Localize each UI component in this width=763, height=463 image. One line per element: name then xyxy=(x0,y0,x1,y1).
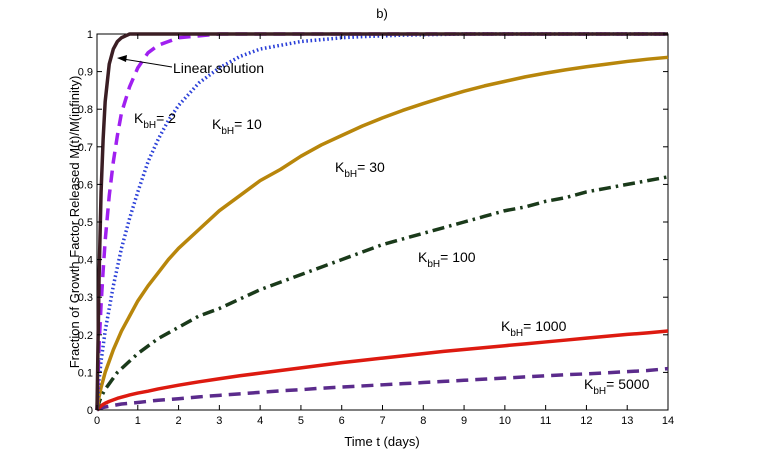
x-tick-label: 0 xyxy=(94,415,100,427)
label-kbh-30-rest: = 30 xyxy=(357,159,385,175)
y-axis-label: Fraction of Growth Factor Released M(t)/… xyxy=(67,76,82,369)
x-tick-label: 11 xyxy=(540,415,551,427)
series-line-kbh-1000 xyxy=(95,329,669,412)
label-kbh-30: KbH= 30 xyxy=(335,159,385,180)
label-kbh-5000: KbH= 5000 xyxy=(584,376,650,397)
label-kbh-1000-sub: bH xyxy=(510,328,523,339)
chart-title: b) xyxy=(376,6,388,21)
series-line-kbh-5000 xyxy=(96,366,669,412)
y-tick-label: 0.8 xyxy=(78,104,93,116)
x-tick-label: 9 xyxy=(461,415,467,427)
series-line-linear-solution xyxy=(95,32,668,411)
label-kbh-2-rest: = 2 xyxy=(156,110,176,126)
label-kbh-2-sub: bH xyxy=(143,120,156,131)
tick-layer: 0 1 2 3 4 5 6 7 8 9 10 11 12 13 1400.10.20.30.40.50.60… xyxy=(78,29,674,427)
y-tick-label: 0 xyxy=(87,405,93,417)
series-line-kbh-30 xyxy=(95,55,669,411)
series-line-kbh-10 xyxy=(95,32,668,411)
linear-solution-label: Linear solution xyxy=(173,60,264,76)
label-kbh-10-main: K xyxy=(212,116,222,132)
label-kbh-100-sub: bH xyxy=(427,259,440,270)
x-tick-label: 7 xyxy=(379,415,385,427)
y-tick-label: 0.2 xyxy=(78,330,93,342)
x-tick-label: 5 xyxy=(298,415,304,427)
x-tick-label: 8 xyxy=(420,415,426,427)
y-tick-label: 0.7 xyxy=(78,142,93,154)
x-tick-label: 6 xyxy=(339,415,345,427)
label-kbh-2-main: K xyxy=(134,110,144,126)
y-tick-label: 0.5 xyxy=(78,217,93,229)
label-kbh-100-main: K xyxy=(418,249,428,265)
linear-solution-arrow-line xyxy=(122,58,173,68)
x-tick-label: 13 xyxy=(621,415,633,427)
label-kbh-10-rest: = 10 xyxy=(234,116,262,132)
label-kbh-100-rest: = 100 xyxy=(440,249,476,265)
label-kbh-30-sub: bH xyxy=(344,169,357,180)
y-tick-label: 0.6 xyxy=(78,179,93,191)
series-layer xyxy=(95,32,669,412)
label-kbh-5000-main: K xyxy=(584,376,594,392)
y-tick-label: 0.3 xyxy=(78,292,93,304)
x-tick-label: 4 xyxy=(257,415,263,427)
x-tick-label: 3 xyxy=(216,415,222,427)
label-kbh-10-sub: bH xyxy=(221,126,234,137)
x-tick-label: 10 xyxy=(499,415,511,427)
label-kbh-1000: KbH= 1000 xyxy=(501,318,567,339)
x-tick-label: 12 xyxy=(580,415,592,427)
label-kbh-5000-rest: = 5000 xyxy=(606,376,649,392)
linear-solution-arrowhead xyxy=(117,55,127,62)
label-kbh-30-main: K xyxy=(335,159,345,175)
series-line-kbh-100 xyxy=(95,175,669,411)
series-line-kbh-2 xyxy=(95,32,668,411)
label-kbh-2: KbH= 2 xyxy=(134,110,176,131)
x-tick-label: 1 xyxy=(135,415,141,427)
label-kbh-1000-main: K xyxy=(501,318,511,334)
y-tick-label: 0.9 xyxy=(78,67,93,79)
label-kbh-10: KbH= 10 xyxy=(212,116,262,137)
annotation-layer: Linear solution KbH= 2 KbH= 10 KbH= 30 K… xyxy=(117,55,650,397)
y-tick-label: 0.4 xyxy=(78,255,93,267)
x-axis-label: Time t (days) xyxy=(344,434,419,449)
label-kbh-100: KbH= 100 xyxy=(418,249,476,270)
plot-frame xyxy=(96,33,669,411)
x-tick-label: 2 xyxy=(176,415,182,427)
label-kbh-1000-rest: = 1000 xyxy=(523,318,566,334)
y-tick-label: 1 xyxy=(87,29,93,41)
x-tick-label: 14 xyxy=(662,415,674,427)
y-tick-label: 0.1 xyxy=(78,367,93,379)
label-kbh-5000-sub: bH xyxy=(593,386,606,397)
